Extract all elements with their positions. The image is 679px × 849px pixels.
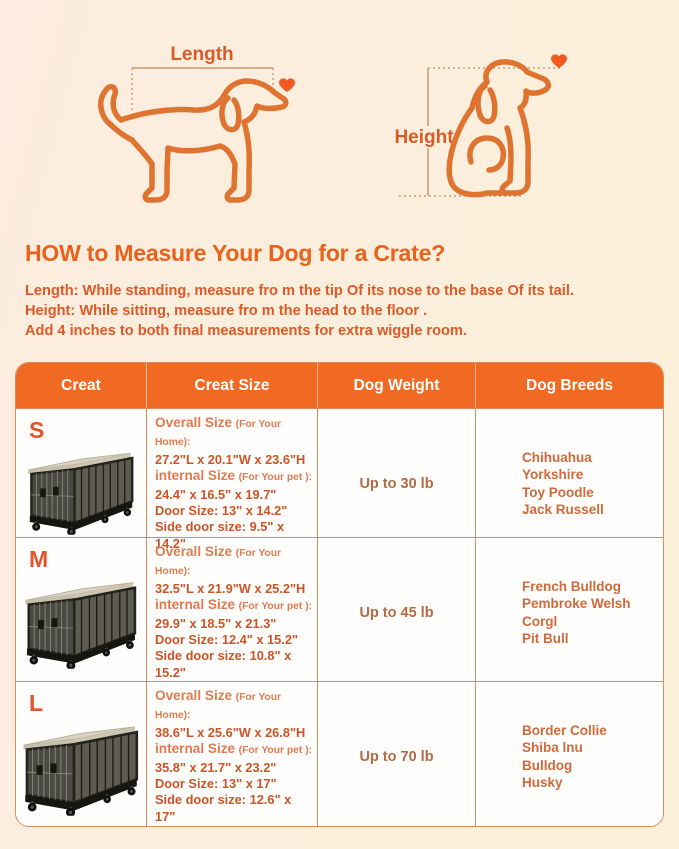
header-cell-creat: Creat (16, 363, 147, 408)
height-label: Height (394, 127, 454, 148)
crate-cell: L (16, 682, 147, 826)
crate-cell: S (16, 409, 147, 559)
breed-item: Toy Poodle (522, 484, 594, 500)
instruction-line-height: Height: While sitting, measure fro m the… (25, 303, 428, 319)
internal-size-note: (For Your pet ): (238, 745, 313, 757)
side-door-size-value: Side door size: 9.5" x 14.2" (155, 519, 285, 551)
internal-size-label: internal Size (155, 741, 236, 757)
page-title: HOW to Measure Your Dog for a Crate? (25, 240, 446, 266)
dog-breeds-cell: Border Collie Shiba lnu Bulldog Husky (476, 682, 663, 826)
overall-size-value: 38.6"L x 25.6"W x 26.8"H (155, 724, 306, 740)
breed-item: Chihuahua (522, 449, 592, 465)
standing-dog-illustration: Length (98, 44, 295, 203)
breed-item: Jack Russell (522, 502, 604, 518)
crate-photo-l (20, 718, 142, 816)
overall-size-note: (For Your Home): (155, 548, 282, 578)
table-header-row: Creat Creat Size Dog Weight Dog Breeds (16, 363, 663, 408)
standing-dog-outline (98, 78, 289, 203)
internal-size-value: 29.9" x 18.5" x 21.3" (155, 615, 277, 631)
dog-breeds-cell: Chihuahua Yorkshire Toy Poodle Jack Russ… (476, 409, 663, 558)
dog-weight-cell: Up to 45 lb (318, 538, 476, 688)
overall-size-label: Overall Size (155, 544, 233, 559)
crate-photo-m (22, 574, 140, 669)
table-row-s: S Overall Size (For Your Home): 27.2"L x… (16, 408, 663, 559)
breed-item: Pit Bull (522, 631, 569, 647)
heart-icon (551, 54, 567, 68)
side-door-size-value: Side door size: 10.8" x 15.2" (155, 648, 292, 680)
instructions: Length: While standing, measure fro m th… (25, 281, 625, 341)
breed-item: Bulldog (522, 757, 573, 773)
instruction-line-wiggle: Add 4 inches to both final measurements … (25, 323, 467, 339)
side-door-size-value: Side door size: 12.6" x 17" (155, 792, 292, 824)
length-label: Length (170, 44, 233, 65)
internal-size-note: (For Your pet ): (238, 601, 313, 613)
breed-item: French Bulldog (522, 578, 621, 594)
size-details-cell: Overall Size (For Your Home): 27.2"L x 2… (147, 409, 318, 559)
overall-size-note: (For Your Home): (155, 692, 282, 722)
heart-icon (279, 78, 295, 92)
crate-photo-s (25, 445, 137, 535)
internal-size-note: (For Your pet ): (238, 472, 313, 484)
internal-size-value: 24.4" x 16.5" x 19.7" (155, 486, 277, 502)
table-row-m: M Overall Size (For Your Home): 32.5"L x… (16, 537, 663, 688)
internal-size-label: internal Size (155, 597, 236, 613)
header-cell-dog-breeds: Dog Breeds (526, 376, 613, 394)
size-details-cell: Overall Size (For Your Home): 38.6"L x 2… (147, 682, 318, 826)
door-size-value: Door Size: 13" x 14.2" (155, 503, 288, 519)
dog-breeds-cell: French Bulldog Pembroke Welsh Corgl Pit … (476, 538, 663, 687)
crate-size-table: Creat Creat Size Dog Weight Dog Breeds S… (15, 362, 664, 827)
overall-size-label: Overall Size (155, 415, 233, 430)
breed-item: Corgl (522, 613, 558, 629)
breed-item: Husky (522, 775, 563, 791)
height-annotation: Height (391, 67, 561, 197)
length-annotation: Length (131, 44, 274, 112)
breed-item: Border Collie (522, 722, 607, 738)
size-letter: S (29, 417, 45, 443)
overall-size-note: (For Your Home): (155, 419, 282, 449)
size-letter: M (29, 546, 49, 572)
size-letter: L (29, 690, 44, 716)
header-cell-dog-weight: Dog Weight (318, 363, 476, 408)
overall-size-label: Overall Size (155, 688, 233, 703)
dog-weight-cell: Up to 70 lb (318, 682, 476, 826)
dog-weight-cell: Up to 30 lb (318, 409, 476, 559)
internal-size-value: 35.8" x 21.7" x 23.2" (155, 759, 277, 775)
door-size-value: Door Size: 13" x 17" (155, 776, 277, 792)
size-details-cell: Overall Size (For Your Home): 32.5"L x 2… (147, 538, 318, 688)
overall-size-value: 32.5"L x 21.9"W x 25.2"H (155, 580, 306, 596)
overall-size-value: 27.2"L x 20.1"W x 23.6"H (155, 451, 306, 467)
instruction-line-length: Length: While standing, measure fro m th… (25, 283, 574, 299)
sitting-dog-illustration: Height (391, 54, 567, 198)
breed-item: Shiba lnu (522, 740, 583, 756)
sitting-dog-outline (446, 59, 551, 198)
header-cell-creat-size: Creat Size (147, 363, 318, 408)
crate-cell: M (16, 538, 147, 688)
internal-size-label: internal Size (155, 468, 236, 484)
breed-item: Pembroke Welsh (522, 596, 631, 612)
breed-item: Yorkshire (522, 467, 584, 483)
door-size-value: Door Size: 12.4" x 15.2" (155, 632, 299, 648)
table-row-l: L Overall Size (For Your Home): 38.6"L x… (16, 681, 663, 826)
